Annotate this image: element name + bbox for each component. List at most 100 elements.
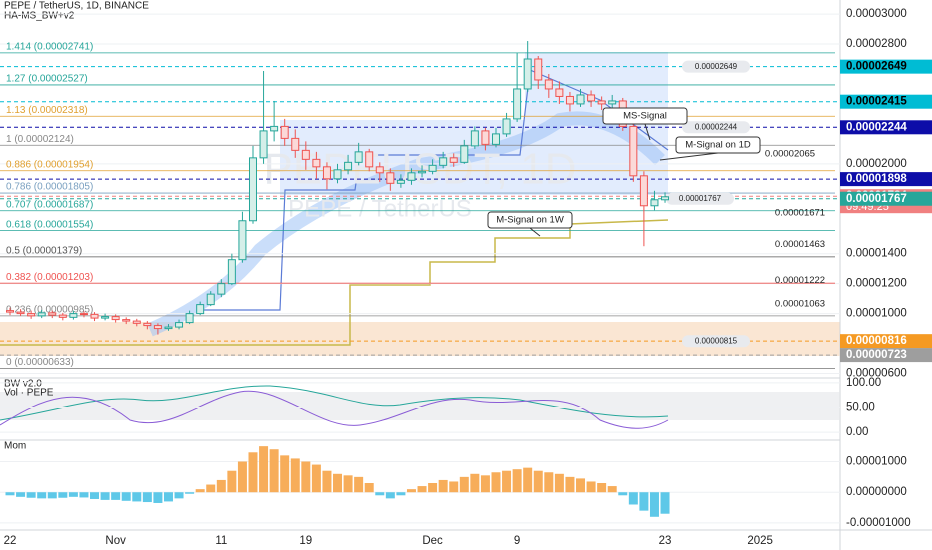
momentum-bar <box>16 492 26 497</box>
momentum-bar <box>449 481 459 493</box>
bw-band <box>0 392 840 420</box>
candle-body <box>354 151 363 163</box>
momentum-bar <box>512 469 522 493</box>
momentum-bar <box>523 467 533 493</box>
watermark: PEPEUSDT, 1D <box>264 145 577 194</box>
callout-label: MS-Signal <box>623 111 667 122</box>
momentum-bar <box>68 492 78 497</box>
candle-body <box>143 322 152 327</box>
momentum-bar <box>576 478 586 493</box>
level-chip <box>682 60 750 73</box>
momentum-bar <box>132 492 142 502</box>
candle-body <box>238 220 247 261</box>
candle-body <box>491 133 500 145</box>
momentum-bar <box>269 449 279 493</box>
price-badge <box>840 334 932 349</box>
price-badge-label: 0.00001767 <box>846 193 907 205</box>
momentum-bar <box>406 489 416 493</box>
candle-body <box>111 316 120 321</box>
level-label: 0.00002649 <box>695 62 738 71</box>
candle-body <box>27 313 36 317</box>
level-label: 0.00001463 <box>775 239 825 250</box>
mom-title: Mom <box>4 441 26 452</box>
callout-pointer <box>659 152 719 161</box>
y-tick-label: 0.00002000 <box>846 158 907 170</box>
candle-body <box>333 169 342 180</box>
momentum-bar <box>375 492 385 496</box>
candle-body <box>248 157 257 222</box>
momentum-bar <box>385 492 395 499</box>
y-tick-label: 0.00001400 <box>846 248 907 260</box>
callout-pointer <box>644 123 651 141</box>
callout-box <box>487 211 573 229</box>
bw-line <box>0 385 669 421</box>
candle-body <box>502 118 511 135</box>
candle-body <box>79 313 88 316</box>
momentum-bar <box>533 470 543 493</box>
momentum-bar <box>417 486 427 493</box>
momentum-bar <box>396 492 406 496</box>
momentum-bar <box>544 472 554 493</box>
momentum-bar <box>227 470 237 493</box>
candle-body <box>375 166 384 174</box>
momentum-bar <box>428 483 438 493</box>
candle-body <box>449 157 458 163</box>
candle-body <box>164 326 173 330</box>
fib-label: 0 (0.00000633) <box>6 357 74 368</box>
momentum-bar <box>322 470 332 493</box>
watermark-sub: PEPE / TetherUS <box>288 195 472 222</box>
x-tick-label: 23 <box>659 535 672 547</box>
candle-body <box>280 125 289 139</box>
y-tick-label: 0.00001200 <box>846 278 907 290</box>
y-tick-label: 0.00000600 <box>846 368 907 380</box>
candle-body <box>650 199 659 207</box>
price-badge <box>840 191 932 206</box>
indicator-title: HA-MS_BW+v2 <box>4 11 75 22</box>
momentum-bar <box>618 492 628 496</box>
fib-label: 1.27 (0.00002527) <box>6 74 88 85</box>
candle-body <box>58 314 67 318</box>
momentum-bar <box>470 473 480 493</box>
x-tick-label: Dec <box>422 535 443 547</box>
fib-label: 0.786 (0.00001805) <box>6 182 93 193</box>
candle-body <box>175 322 184 328</box>
candle-body <box>217 283 226 295</box>
candle-body <box>16 311 25 315</box>
momentum-bar <box>502 470 512 493</box>
level-label: 0.00001767 <box>679 194 722 203</box>
level-chip <box>682 335 750 348</box>
fib-label: 0.382 (0.00001203) <box>6 272 93 283</box>
candle-body <box>534 58 543 81</box>
x-tick-label: Nov <box>105 535 126 547</box>
candle-body <box>227 259 236 285</box>
level-chip <box>682 121 750 134</box>
candle-body <box>153 325 162 330</box>
candle-body <box>206 293 215 306</box>
momentum-bar <box>649 492 659 517</box>
level-label: 0.00001671 <box>775 208 825 219</box>
fib-label: 0.5 (0.00001379) <box>6 245 82 256</box>
candle-body <box>48 312 57 316</box>
momentum-bar <box>343 475 353 493</box>
momentum-bar <box>301 461 311 493</box>
candle-body <box>597 100 606 105</box>
momentum-bar <box>639 492 649 511</box>
candle-body <box>69 313 78 318</box>
momentum-bar <box>480 475 490 493</box>
momentum-bar <box>100 492 110 500</box>
momentum-bar <box>79 492 89 498</box>
momentum-bar <box>185 492 195 494</box>
symbol-title: PEPE / TetherUS, 1D, BINANCE <box>4 1 149 12</box>
y-tick-label: 0.00003000 <box>846 8 907 20</box>
price-badge-label: 0.00002415 <box>846 96 907 108</box>
candle-body <box>439 157 448 166</box>
momentum-bar <box>206 484 216 493</box>
momentum-bar <box>333 473 343 493</box>
candle-body <box>555 88 564 97</box>
callout-label: M-Signal on 1D <box>685 140 751 151</box>
candle-body <box>386 172 395 184</box>
momentum-bar <box>491 472 501 493</box>
y-tick-label: 0.00001000 <box>846 456 907 468</box>
momentum-bar <box>660 492 670 514</box>
callout-label: M-Signal on 1W <box>496 215 564 226</box>
